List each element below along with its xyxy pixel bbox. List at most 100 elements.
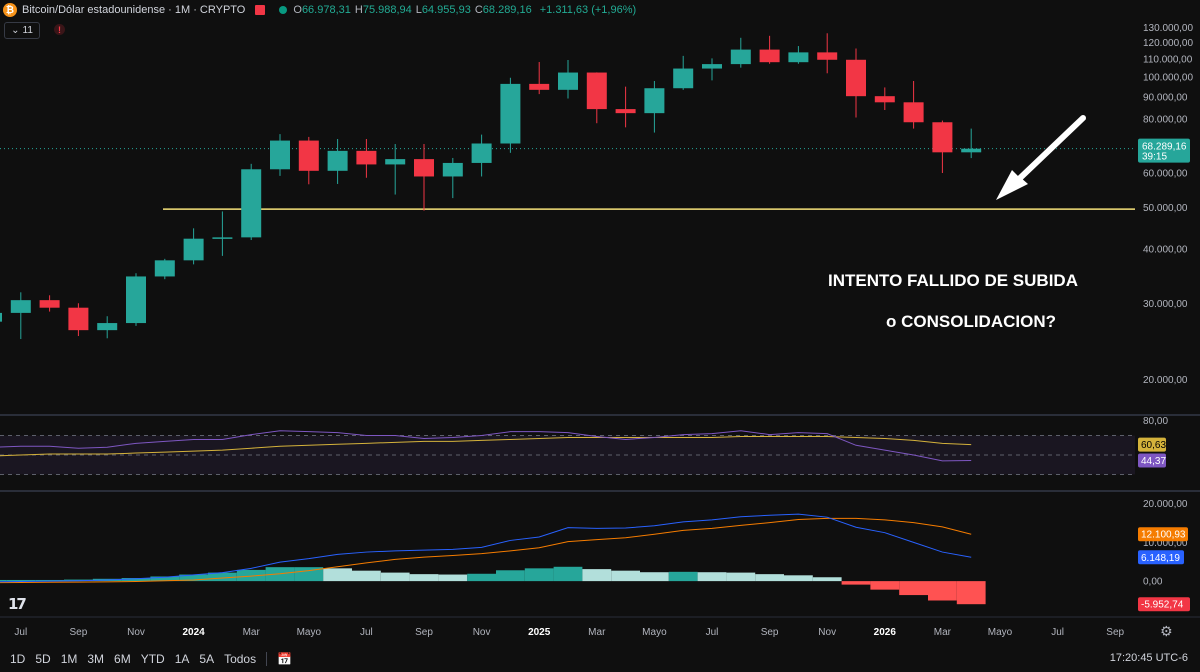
flag-icon[interactable] [255, 5, 266, 15]
range-1d-button[interactable]: 1D [10, 652, 26, 666]
macd-histogram-badge [1138, 597, 1190, 612]
time-axis-label: Jul [360, 627, 373, 638]
open-label: O [293, 4, 302, 16]
candle [730, 37, 751, 68]
macd-histogram-bar [870, 581, 900, 590]
macd-histogram-bar [150, 576, 180, 582]
price-tick-label: 120.000,00 [1143, 38, 1193, 49]
candle-body [932, 122, 953, 153]
rsi-value-label: 44,37 [1141, 456, 1166, 467]
range-1m-button[interactable]: 1M [60, 652, 78, 666]
price-tick-label: 20.000,00 [1143, 375, 1188, 386]
range-5a-button[interactable]: 5A [199, 652, 215, 666]
candle [500, 77, 521, 153]
candle [615, 86, 636, 128]
macd-histogram-bar [697, 572, 727, 582]
candle-body [356, 150, 377, 165]
close-label: C [474, 4, 483, 16]
macd-histogram-bar [640, 572, 669, 582]
range-1a-button[interactable]: 1A [174, 652, 190, 666]
gear-icon[interactable]: ⚙ [1160, 623, 1173, 639]
time-axis-label: Mayo [988, 627, 1013, 638]
macd-histogram-bar [668, 571, 698, 582]
candle [903, 80, 924, 129]
macd-histogram-bar [323, 568, 352, 582]
candle [586, 72, 607, 124]
candle-body [471, 143, 492, 163]
rsi-ma-value-label: 60,63 [1141, 440, 1166, 451]
macd-histogram-bar [524, 568, 554, 582]
time-axis-label: 2025 [528, 627, 551, 638]
candle [471, 134, 492, 177]
close-value: 68.289,16 [482, 4, 532, 16]
candle [154, 258, 175, 280]
candle-body [846, 59, 866, 97]
range-ytd-button[interactable]: YTD [140, 652, 165, 666]
time-axis-label: Sep [1106, 627, 1124, 638]
range-3m-button[interactable]: 3M [87, 652, 105, 666]
macd-histogram-bar [582, 569, 612, 582]
candle [0, 312, 2, 322]
macd-histogram-bar [812, 577, 842, 582]
candle-body [154, 260, 175, 277]
candle [817, 33, 838, 74]
time-axis-label: Nov [473, 627, 491, 638]
macd-histogram-bar [841, 581, 871, 585]
annotation-text: o CONSOLIDACION? [886, 312, 1056, 331]
candle [241, 163, 262, 241]
candle [356, 138, 377, 178]
indicators-toggle-button[interactable]: ⌄ 11 [4, 22, 40, 39]
candle-body [97, 323, 118, 331]
price-tick-label: 40.000,00 [1143, 245, 1188, 256]
range-all-button[interactable]: Todos [224, 652, 257, 666]
time-axis-label: Jul [706, 627, 719, 638]
toolbar-divider [266, 652, 268, 666]
time-axis-label: Sep [70, 627, 88, 638]
candle-body [702, 64, 722, 69]
candle-body [183, 238, 204, 261]
candle-body [788, 52, 809, 63]
clock[interactable]: 17:20:45 UTC-6 [1109, 652, 1188, 664]
rsi-line [0, 430, 972, 462]
candle [10, 292, 31, 340]
low-value: 64.955,93 [421, 4, 471, 16]
candle-body [327, 150, 348, 171]
range-5d-button[interactable]: 5D [35, 652, 51, 666]
candle-body [298, 140, 319, 171]
price-tick-label: 30.000,00 [1143, 299, 1188, 310]
annotation-arrow-shaft [1015, 115, 1086, 183]
candle [126, 273, 146, 326]
candle [97, 316, 118, 339]
price-tick-label: 60.000,00 [1143, 168, 1188, 179]
last-price-badge [1138, 138, 1190, 163]
warning-icon[interactable]: ! [54, 24, 65, 35]
high-label: H [354, 4, 363, 16]
candle-body [644, 88, 665, 114]
macd-tick-label: 10.000,00 [1143, 538, 1188, 549]
high-value: 75.988,94 [362, 4, 412, 16]
macd-badge [1138, 550, 1184, 565]
calendar-icon[interactable]: 📅 [277, 652, 293, 666]
candle [39, 295, 60, 312]
candle [327, 138, 348, 184]
macd-tick-label: 20.000,00 [1143, 499, 1188, 510]
macd-histogram-bar [726, 572, 756, 582]
candle [932, 120, 953, 173]
candle [644, 80, 665, 133]
range-6m-button[interactable]: 6M [114, 652, 131, 666]
chevron-down-icon: ⌄ [11, 25, 20, 36]
macd-histogram-bar [352, 570, 381, 582]
macd-histogram-bar [409, 574, 439, 582]
chart-header: ₿ Bitcoin/Dólar estadounidense · 1M · CR… [0, 0, 636, 20]
candle-body [414, 159, 434, 177]
symbol-title[interactable]: Bitcoin/Dólar estadounidense · 1M · CRYP… [22, 4, 246, 16]
rsi-badge [1138, 453, 1166, 468]
macd-value-label: 6.148,19 [1141, 553, 1180, 564]
tradingview-logo[interactable]: 17 [8, 595, 27, 613]
time-axis-label: Mar [588, 627, 606, 638]
candle-body [241, 169, 262, 238]
macd-histogram-bar [294, 567, 324, 582]
macd-histogram-bar [611, 570, 640, 582]
macd-signal-line [0, 517, 972, 584]
